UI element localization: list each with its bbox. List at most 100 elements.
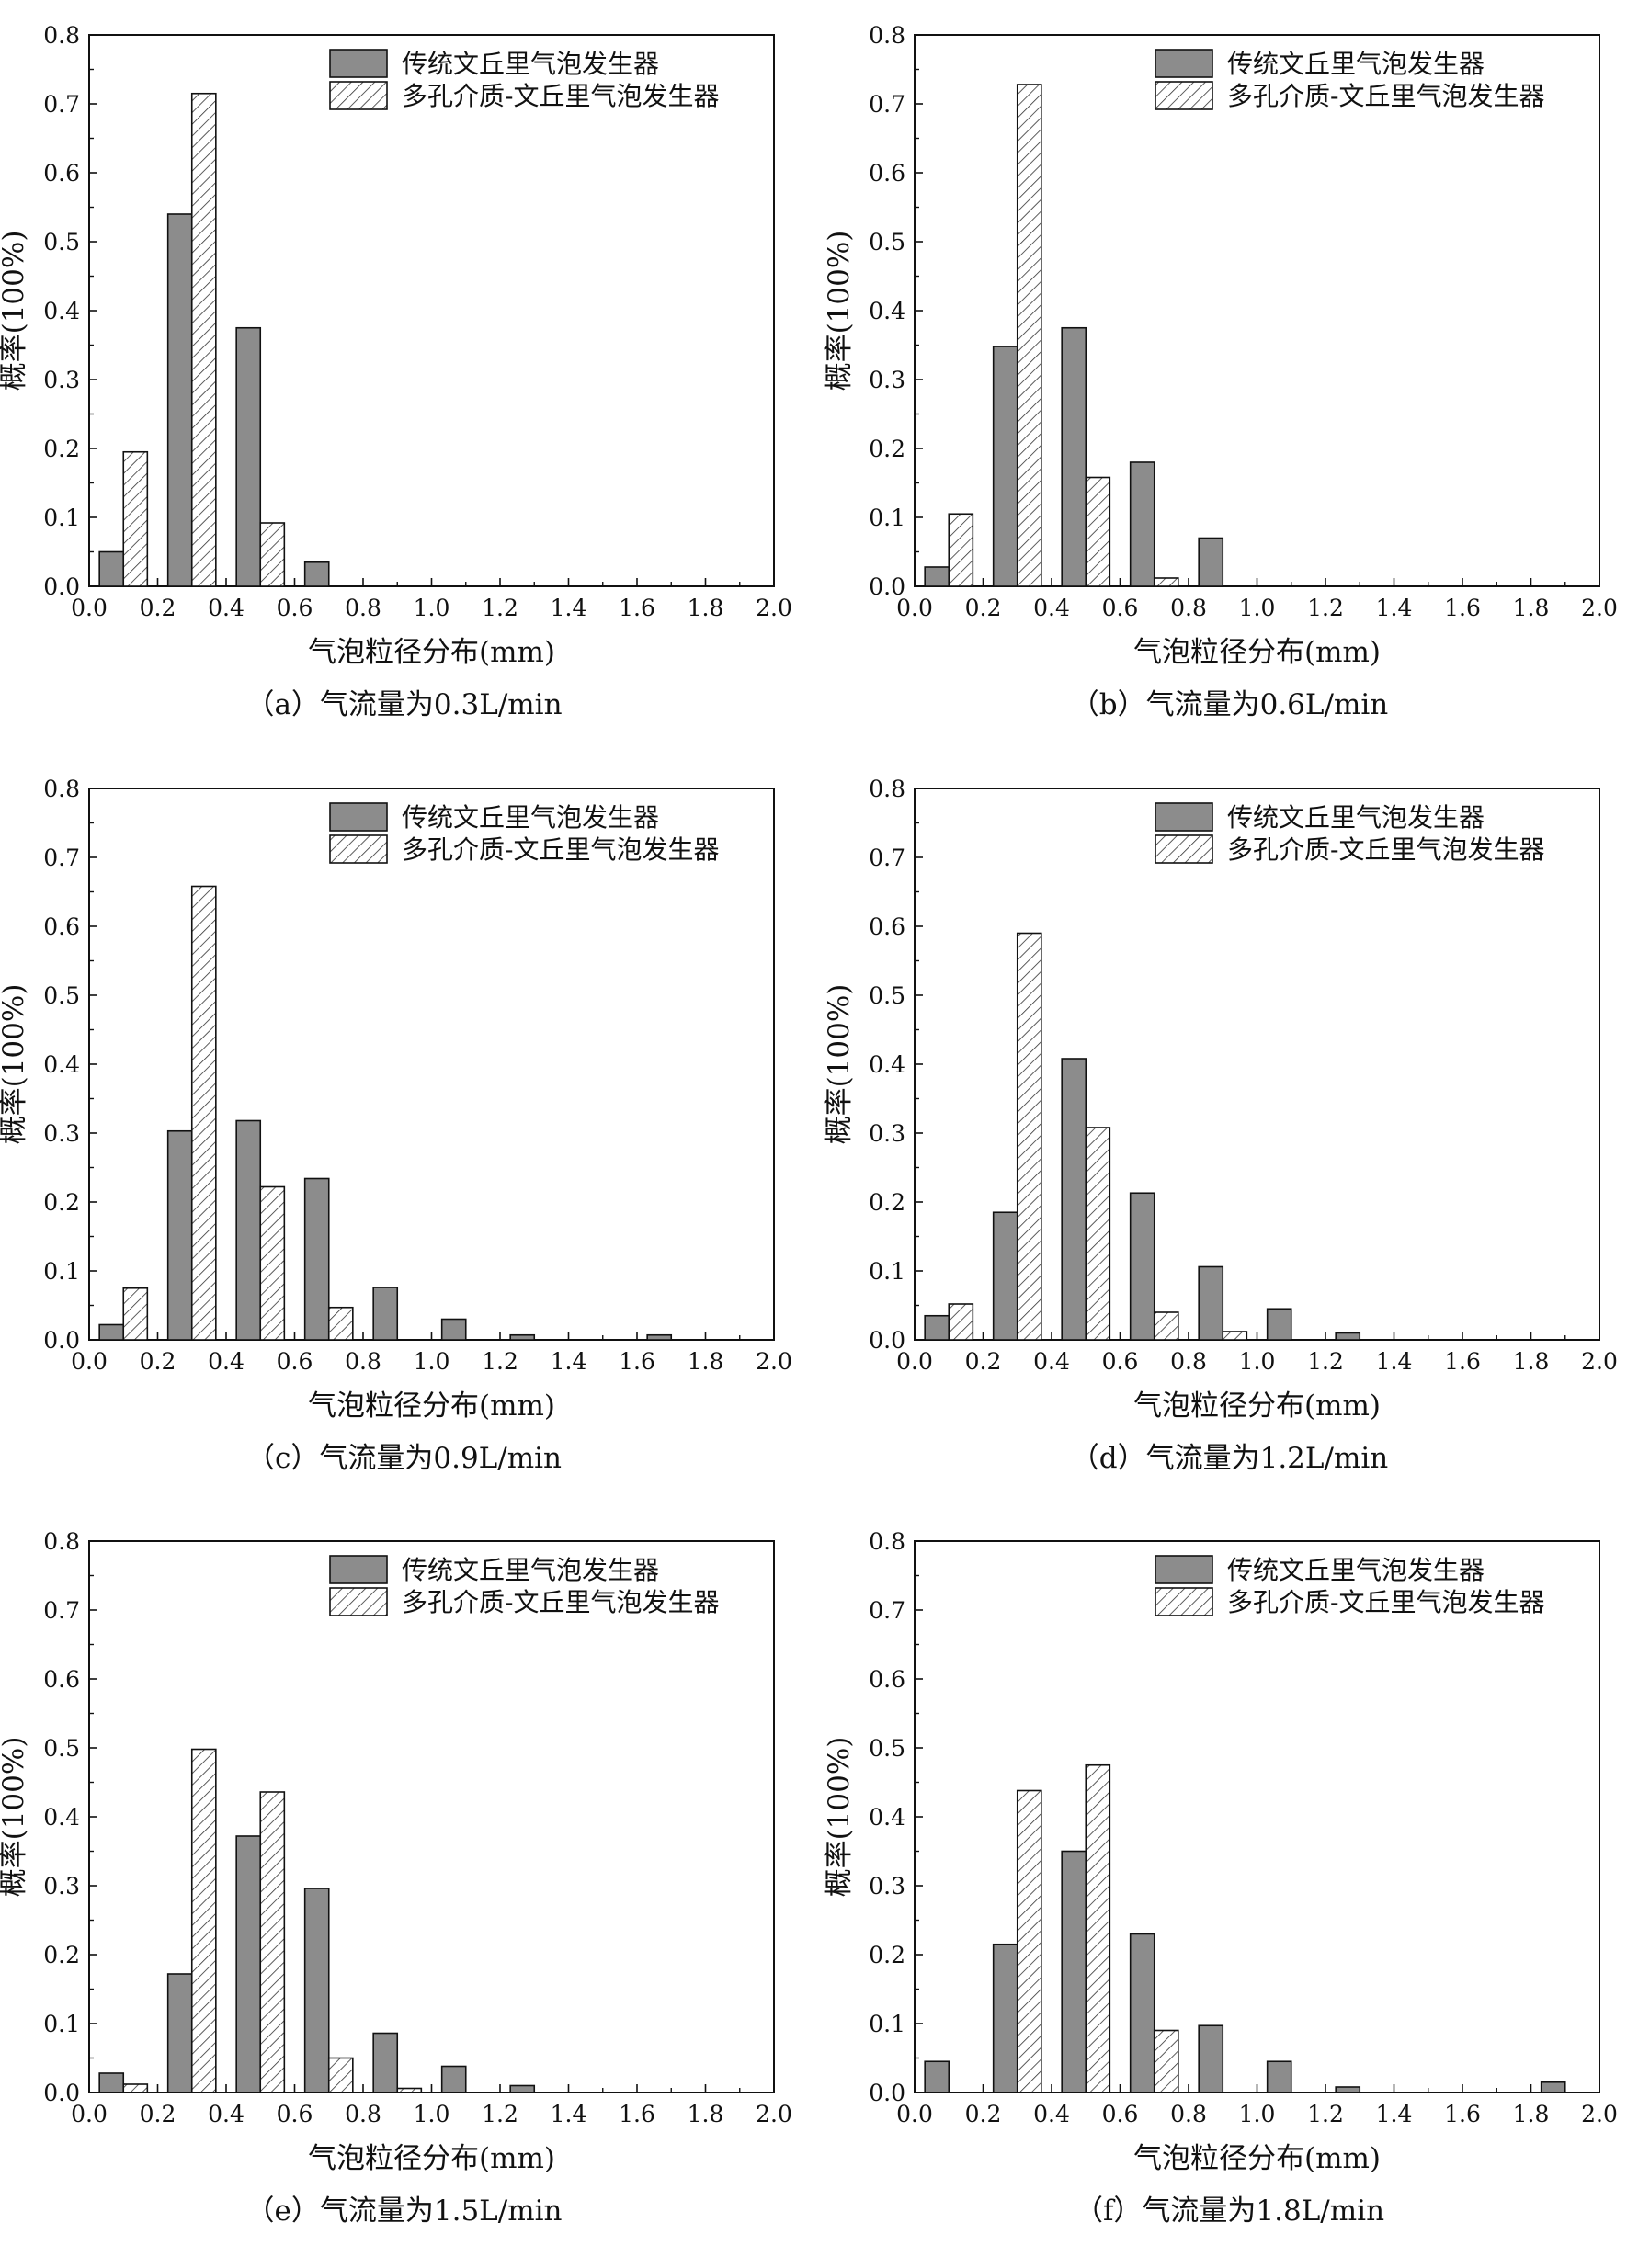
legend-swatch-solid <box>329 49 388 78</box>
legend-swatch-solid <box>1155 802 1213 832</box>
y-tick-label: 0.8 <box>43 1528 80 1555</box>
y-tick-label: 0.7 <box>869 91 905 118</box>
bar-traditional-0.7 <box>1129 1192 1155 1341</box>
y-tick-label: 0.7 <box>869 1597 905 1624</box>
bar-traditional-0.7 <box>303 1888 330 2093</box>
x-tick-label: 2.0 <box>1581 2101 1618 2127</box>
bar-traditional-0.1 <box>98 550 125 587</box>
legend-label-porous: 多孔介质-文丘里气泡发生器 <box>402 81 719 111</box>
y-axis-title: 概率(100%) <box>823 231 856 391</box>
y-axis-title: 概率(100%) <box>0 984 30 1145</box>
bar-porous-0.1 <box>122 2083 149 2093</box>
y-axis-title: 概率(100%) <box>823 1737 856 1898</box>
y-tick-label: 0.0 <box>43 573 80 600</box>
x-tick-label: 1.4 <box>1376 2101 1413 2127</box>
y-tick-label: 0.8 <box>869 776 905 802</box>
bar-traditional-0.5 <box>1061 1058 1087 1341</box>
x-axis-title: 气泡粒径分布(mm) <box>1133 1389 1381 1423</box>
y-tick-label: 0.0 <box>869 573 905 600</box>
bar-traditional-0.7 <box>1129 461 1155 587</box>
y-tick-label: 0.5 <box>43 982 80 1009</box>
bar-porous-0.1 <box>948 1303 974 1341</box>
panels: 0.0 0.2 0.4 0.6 0.8 1.0 1.2 1.4 1.6 1.8 2.0 0.0 0.1 0… <box>0 22 1618 2228</box>
bar-traditional-0.9 <box>372 1287 399 1341</box>
y-tick-label: 0.4 <box>869 1051 905 1078</box>
x-tick-label: 2.0 <box>756 595 792 621</box>
chart-panel-e: 0.0 0.2 0.4 0.6 0.8 1.0 1.2 1.4 1.6 1.8 2.0 0.0 0.1 0… <box>0 1528 792 2228</box>
y-tick-label: 0.6 <box>869 1666 905 1693</box>
x-tick-label: 1.2 <box>1307 595 1344 621</box>
x-tick-label: 0.4 <box>208 595 245 621</box>
y-tick-label: 0.0 <box>43 2080 80 2106</box>
x-tick-label: 1.6 <box>619 595 655 621</box>
y-tick-label: 0.2 <box>43 1189 80 1216</box>
x-tick-label: 1.0 <box>414 1348 450 1375</box>
y-tick-label: 0.8 <box>43 776 80 802</box>
y-tick-label: 0.1 <box>869 1258 905 1285</box>
x-tick-label: 0.4 <box>208 2101 245 2127</box>
x-tick-label: 1.6 <box>619 2101 655 2127</box>
x-tick-label: 0.0 <box>71 1348 108 1375</box>
x-tick-label: 0.4 <box>1033 2101 1070 2127</box>
x-tick-label: 1.2 <box>1307 1348 1344 1375</box>
y-tick-label: 0.7 <box>869 845 905 871</box>
legend-label-porous: 多孔介质-文丘里气泡发生器 <box>1227 834 1544 865</box>
x-tick-label: 0.4 <box>1033 1348 1070 1375</box>
y-tick-label: 0.1 <box>869 505 905 531</box>
bar-porous-0.7 <box>1153 1311 1179 1341</box>
bar-porous-0.9 <box>396 2087 423 2093</box>
legend-label-traditional: 传统文丘里气泡发生器 <box>402 49 659 79</box>
bar-porous-0.5 <box>259 1791 286 2093</box>
x-tick-label: 0.2 <box>140 595 176 621</box>
legend-label-traditional: 传统文丘里气泡发生器 <box>1227 49 1485 79</box>
bar-traditional-0.1 <box>98 1323 125 1341</box>
x-tick-label: 0.2 <box>965 1348 1002 1375</box>
bar-traditional-0.9 <box>1198 537 1224 587</box>
y-tick-label: 0.3 <box>43 1120 80 1147</box>
legend-swatch-solid <box>1155 1555 1213 1584</box>
legend-label-porous: 多孔介质-文丘里气泡发生器 <box>402 1587 719 1617</box>
y-tick-label: 0.0 <box>869 1327 905 1354</box>
x-tick-label: 2.0 <box>756 2101 792 2127</box>
legend-label-porous: 多孔介质-文丘里气泡发生器 <box>1227 1587 1544 1617</box>
x-tick-label: 1.0 <box>1239 1348 1276 1375</box>
bar-traditional-0.7 <box>303 561 330 587</box>
x-tick-label: 2.0 <box>756 1348 792 1375</box>
panel-caption: （b）气流量为0.6L/min <box>1071 688 1388 721</box>
x-tick-label: 1.8 <box>1513 595 1550 621</box>
bar-porous-0.7 <box>1153 577 1179 587</box>
x-tick-label: 1.6 <box>619 1348 655 1375</box>
bar-traditional-1.3 <box>509 1333 536 1341</box>
y-tick-label: 0.7 <box>43 1597 80 1624</box>
x-tick-label: 1.0 <box>414 595 450 621</box>
legend-swatch-hatched <box>329 1587 388 1616</box>
x-tick-label: 1.4 <box>1376 1348 1413 1375</box>
bar-traditional-0.3 <box>166 1129 193 1341</box>
y-tick-label: 0.2 <box>869 436 905 462</box>
bar-porous-0.5 <box>1085 1127 1111 1341</box>
bar-traditional-0.3 <box>992 1943 1018 2093</box>
chart-panel-c: 0.0 0.2 0.4 0.6 0.8 1.0 1.2 1.4 1.6 1.8 2.0 0.0 0.1 0… <box>0 776 792 1475</box>
x-tick-label: 0.8 <box>1170 1348 1207 1375</box>
y-tick-label: 0.3 <box>43 367 80 393</box>
x-tick-label: 0.6 <box>277 595 313 621</box>
bar-porous-0.1 <box>122 1287 149 1341</box>
y-tick-label: 0.3 <box>869 1120 905 1147</box>
x-tick-label: 0.8 <box>1170 2101 1207 2127</box>
bar-porous-0.7 <box>327 2057 354 2093</box>
x-tick-label: 1.8 <box>1513 1348 1550 1375</box>
bar-traditional-1.1 <box>440 2065 467 2093</box>
panel-caption: （d）气流量为1.2L/min <box>1071 1442 1388 1475</box>
bar-porous-0.5 <box>259 1185 286 1341</box>
x-tick-label: 0.6 <box>1102 2101 1139 2127</box>
y-tick-label: 0.7 <box>43 845 80 871</box>
bar-traditional-1.9 <box>1540 2081 1566 2093</box>
bar-traditional-0.5 <box>235 1835 262 2093</box>
y-tick-label: 0.5 <box>43 1735 80 1762</box>
y-tick-label: 0.3 <box>43 1873 80 1899</box>
chart-panel-b: 0.0 0.2 0.4 0.6 0.8 1.0 1.2 1.4 1.6 1.8 2.0 0.0 0.1 0… <box>823 22 1618 721</box>
chart-panel-d: 0.0 0.2 0.4 0.6 0.8 1.0 1.2 1.4 1.6 1.8 2.0 0.0 0.1 0… <box>823 776 1618 1475</box>
x-tick-label: 0.8 <box>345 1348 381 1375</box>
